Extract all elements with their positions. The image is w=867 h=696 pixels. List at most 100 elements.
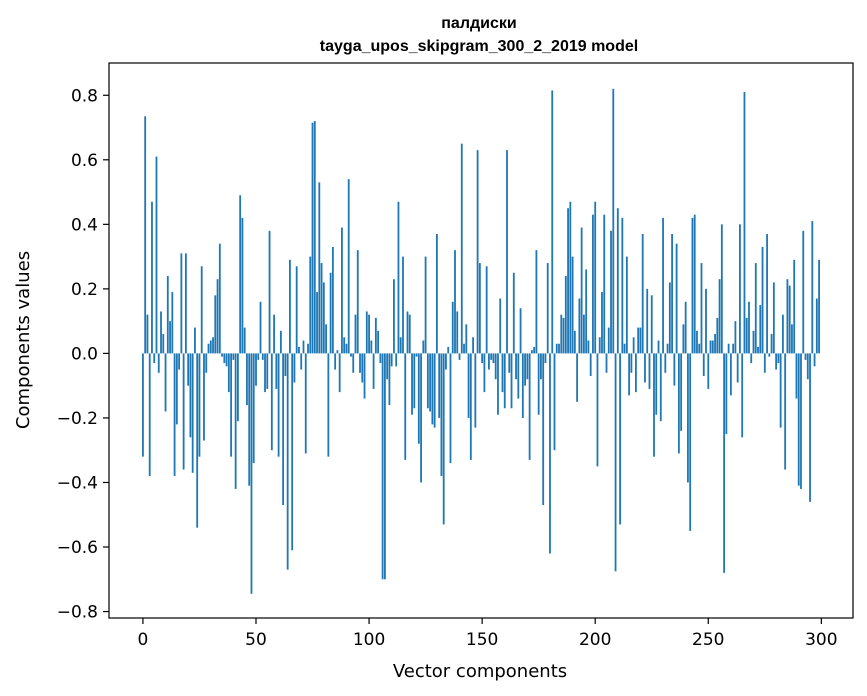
bar xyxy=(445,353,447,370)
bar xyxy=(175,353,178,425)
bar xyxy=(426,353,429,409)
bar xyxy=(429,353,432,412)
bar xyxy=(528,353,531,460)
bar xyxy=(469,353,472,460)
bar xyxy=(497,353,499,415)
bar xyxy=(447,346,450,354)
bar xyxy=(395,353,398,367)
bar xyxy=(560,314,563,354)
bar xyxy=(644,353,646,383)
y-tick-label: −0.2 xyxy=(57,409,98,429)
bar xyxy=(451,301,454,354)
bar xyxy=(230,353,233,457)
bar xyxy=(786,279,789,354)
bar xyxy=(743,92,746,354)
bar xyxy=(727,343,730,354)
bar xyxy=(564,275,567,354)
bar xyxy=(316,292,318,354)
bar xyxy=(784,353,787,470)
bar xyxy=(239,195,242,354)
chart-subtitle: tayga_upos_skipgram_300_2_2019 model xyxy=(320,38,638,55)
bar xyxy=(791,324,793,354)
bar xyxy=(788,285,791,354)
x-tick-label: 300 xyxy=(805,630,837,650)
y-axis-ticks: −0.8 −0.6 −0.4 −0.2 0.0 0.2 0.4 0.6 0.8 xyxy=(57,86,109,623)
bar xyxy=(436,234,438,354)
bar xyxy=(524,353,526,386)
bar xyxy=(666,343,669,354)
bar xyxy=(739,224,741,354)
bar xyxy=(684,301,687,354)
bar xyxy=(182,353,185,470)
bar xyxy=(700,263,703,354)
bar xyxy=(279,330,282,354)
bar xyxy=(573,330,576,354)
bar xyxy=(248,353,251,486)
bar xyxy=(472,337,474,354)
bar xyxy=(327,353,330,457)
bar xyxy=(809,353,811,502)
bar xyxy=(571,256,574,354)
bar xyxy=(598,337,601,354)
bar xyxy=(162,334,165,354)
bar xyxy=(768,353,771,357)
bar xyxy=(259,301,262,354)
bar xyxy=(336,350,339,354)
bar xyxy=(569,201,572,354)
bar xyxy=(157,353,160,373)
bar xyxy=(806,353,809,380)
bar xyxy=(709,340,712,354)
bar xyxy=(264,353,266,393)
bar xyxy=(212,337,214,354)
bar xyxy=(424,256,427,354)
x-tick-label: 250 xyxy=(692,630,724,650)
bar xyxy=(614,353,617,572)
y-tick-label: −0.8 xyxy=(57,603,98,623)
bar xyxy=(365,311,368,354)
bar xyxy=(533,346,536,354)
bar xyxy=(383,353,386,580)
bar xyxy=(813,353,816,367)
x-tick-label: 0 xyxy=(138,630,149,650)
bar xyxy=(160,311,162,354)
bar xyxy=(481,353,484,364)
bar xyxy=(754,263,757,354)
bar xyxy=(725,353,728,435)
bar xyxy=(225,353,228,367)
bar xyxy=(164,353,167,412)
bar xyxy=(797,353,800,486)
bar xyxy=(795,353,798,399)
bar xyxy=(187,353,190,386)
bar xyxy=(616,208,619,354)
bar xyxy=(526,353,529,380)
bar xyxy=(250,353,253,594)
bar xyxy=(641,234,644,354)
bar xyxy=(347,179,350,354)
bar xyxy=(359,353,361,373)
bar xyxy=(440,353,443,477)
bar xyxy=(338,353,341,393)
bar xyxy=(576,353,579,402)
bar xyxy=(646,288,649,354)
bar xyxy=(302,340,305,354)
bar xyxy=(542,353,545,506)
bar xyxy=(553,353,556,451)
bar xyxy=(467,353,470,418)
bar xyxy=(537,353,540,415)
bar xyxy=(494,353,497,380)
bar xyxy=(386,353,389,380)
bar xyxy=(463,343,465,354)
bar xyxy=(417,353,420,444)
bar xyxy=(408,314,411,354)
bar xyxy=(515,353,517,380)
bar xyxy=(270,353,273,451)
bar xyxy=(397,201,400,354)
bar xyxy=(320,263,323,354)
bar xyxy=(535,250,538,354)
bar xyxy=(702,353,705,376)
bar xyxy=(680,353,683,431)
bar xyxy=(589,353,592,376)
bar xyxy=(490,353,493,360)
bar xyxy=(585,269,588,354)
bar xyxy=(607,327,610,354)
